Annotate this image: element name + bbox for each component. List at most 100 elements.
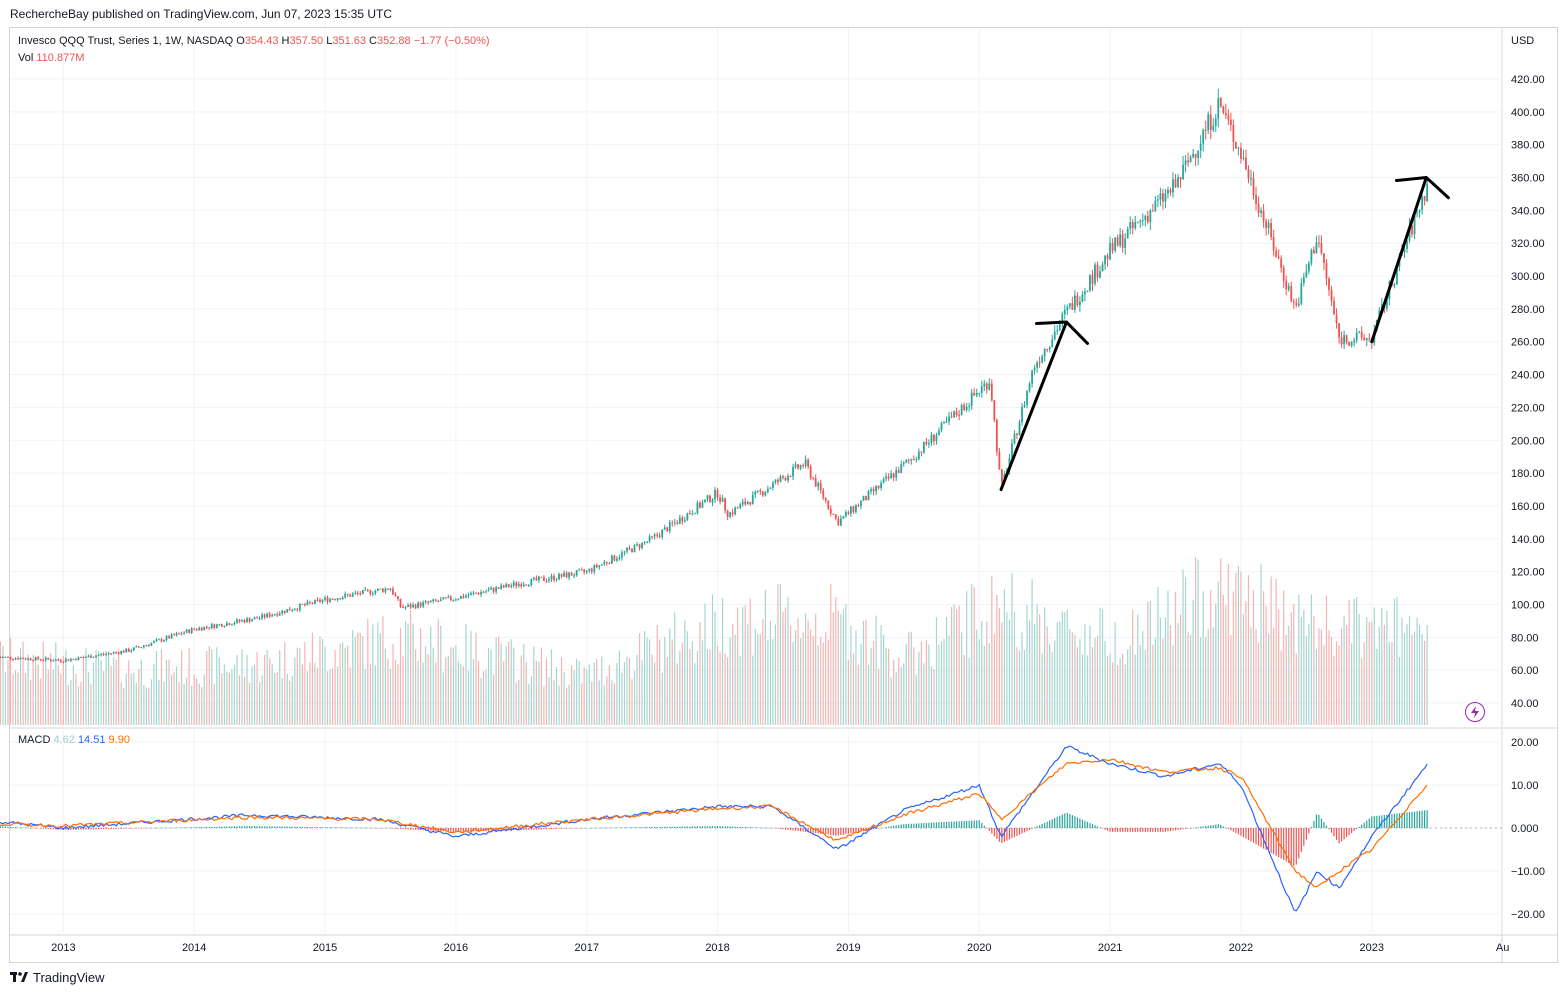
volume-bar [714, 611, 716, 725]
volume-bar [1351, 643, 1353, 725]
flash-icon[interactable] [1465, 702, 1485, 722]
macd-histogram-bar [155, 827, 158, 829]
volume-bar [70, 679, 72, 725]
volume-bar [749, 598, 751, 725]
candle-body [334, 599, 336, 601]
volume-bar [1182, 569, 1184, 725]
candle-body [860, 500, 862, 507]
candle-body [321, 599, 324, 602]
macd-line [0, 745, 1428, 912]
volume-bar [1096, 635, 1099, 725]
price-tick-label: 420.00 [1511, 74, 1545, 86]
volume-bar [545, 658, 548, 725]
volume-bar [968, 657, 970, 725]
macd-histogram-bar [349, 827, 351, 829]
candle-body [558, 573, 560, 580]
volume-bar [251, 666, 253, 725]
candle-body [1048, 347, 1051, 350]
volume-bar [757, 634, 759, 725]
candle-body [877, 485, 880, 489]
macd-histogram-bar [1330, 828, 1333, 833]
volume-bar [1195, 556, 1197, 725]
volume-bar [513, 647, 515, 725]
candle-body [27, 658, 30, 660]
candle-body [804, 459, 807, 467]
volume-bar [407, 623, 409, 725]
volume-bar [996, 594, 998, 725]
candle-body [1028, 383, 1031, 391]
macd-histogram-bar [1230, 828, 1232, 831]
price-tick-label: 300.00 [1511, 271, 1545, 283]
candle-body [1066, 306, 1069, 311]
candle-body [754, 491, 757, 495]
volume-bar [1119, 658, 1121, 725]
volume-bar [1242, 613, 1245, 725]
macd-histogram-bar [1172, 828, 1174, 831]
candle-body [731, 512, 734, 515]
candle-body [1426, 183, 1429, 201]
volume-bar [825, 631, 827, 725]
macd-histogram-bar [347, 827, 349, 829]
volume-bar [1031, 579, 1033, 725]
volume-bar [1028, 620, 1031, 725]
volume-bar [319, 636, 321, 725]
macd-histogram-bar [1018, 828, 1021, 835]
candle-body [273, 614, 276, 616]
candle-body [595, 564, 598, 568]
macd-histogram-bar [865, 828, 867, 831]
candle-body [933, 434, 935, 442]
candle-body [993, 400, 996, 421]
candle-body [145, 645, 148, 647]
candle-body [165, 636, 168, 640]
volume-bar [22, 641, 24, 725]
macd-histogram-bar [565, 828, 568, 829]
volume-bar [857, 664, 860, 725]
volume-bar [628, 658, 631, 725]
macd-histogram-bar [525, 828, 527, 830]
volume-bar [1320, 629, 1323, 725]
macd-histogram-bar [334, 827, 336, 828]
volume-bar [862, 620, 865, 725]
volume-bar [374, 665, 376, 725]
volume-bar [422, 662, 424, 725]
macd-histogram-bar [1343, 828, 1345, 840]
macd-histogram-bar [324, 827, 326, 828]
volume-bar [505, 646, 507, 725]
candle-body [553, 575, 555, 581]
macd-histogram-bar [110, 828, 112, 829]
volume-bar [576, 658, 578, 725]
candle-body [168, 636, 170, 639]
volume-bar [1293, 604, 1295, 725]
candle-body [422, 602, 425, 607]
volume-bar [900, 667, 902, 725]
macd-histogram-bar [455, 828, 457, 832]
candle-body [1169, 189, 1172, 193]
candle-body [522, 584, 525, 587]
macd-histogram-bar [213, 826, 215, 828]
candle-body [424, 601, 427, 603]
macd-histogram-bar [1252, 828, 1255, 843]
macd-histogram-bar [1250, 828, 1252, 842]
macd-histogram-bar [689, 826, 691, 828]
macd-histogram-bar [636, 827, 638, 828]
candle-body [777, 479, 779, 482]
candle-body [376, 588, 379, 591]
candle-body [102, 653, 105, 655]
volume-bar [560, 657, 563, 725]
volume-bar [930, 666, 933, 725]
macd-histogram-bar [877, 828, 880, 829]
macd-histogram-bar [1242, 828, 1245, 838]
volume-bar [503, 661, 505, 725]
candle-body [1016, 433, 1018, 435]
volume-bar [852, 653, 855, 725]
candle-body [1297, 303, 1300, 306]
candle-body [198, 627, 201, 630]
candle-body [351, 593, 354, 597]
candle-body [439, 599, 442, 602]
candle-body [734, 507, 737, 515]
volume-bar [860, 643, 862, 725]
volume-bar [840, 614, 842, 725]
chart-frame[interactable] [9, 27, 1558, 963]
volume-bar [1313, 615, 1315, 725]
